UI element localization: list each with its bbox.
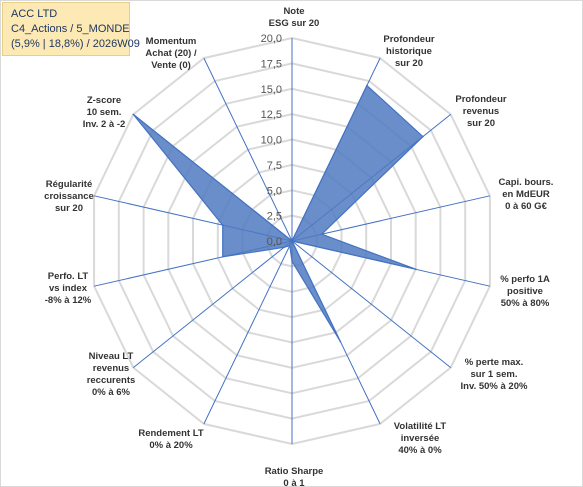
data-point-11: [221, 224, 224, 226]
axis-label-line: % perte max.: [465, 357, 524, 368]
axis-label-line: Rendement LT: [138, 428, 203, 439]
axis-label-line: Ratio Sharpe: [265, 466, 324, 477]
axis-label-line: Niveau LT: [89, 351, 134, 362]
axis-label-line: 0 à 60 G€: [505, 201, 547, 212]
data-point-3: [320, 233, 323, 235]
axis-label-line: sur 1 sem.: [471, 369, 518, 380]
axis-label-line: Capi. bours.: [499, 177, 554, 188]
tick-label-0: 0,0: [267, 236, 282, 248]
axis-label-line: Momentum: [146, 36, 197, 47]
tick-label-7: 17,5: [261, 58, 282, 70]
axis-label-line: 50% à 80%: [501, 298, 550, 309]
axis-spoke-3: [291, 195, 491, 242]
axis-label-line: 40% à 0%: [398, 445, 442, 456]
data-point-8: [289, 244, 291, 247]
data-point-12: [132, 113, 135, 116]
axis-label-line: inversée: [401, 433, 440, 444]
company-name: ACC LTD: [11, 8, 58, 20]
axis-label-line: 0% à 6%: [92, 387, 131, 398]
axis-label-line: Inv. 50% à 20%: [461, 381, 528, 392]
axis-spoke-5: [291, 240, 452, 368]
data-point-13: [291, 240, 293, 242]
axis-label-line: revenus: [463, 106, 499, 117]
axis-spoke-8: [203, 240, 293, 425]
data-point-9: [283, 246, 285, 249]
tick-label-3: 7,5: [267, 160, 282, 172]
axis-label-line: sur 20: [55, 203, 83, 214]
tick-label-1: 2,5: [267, 211, 282, 223]
data-point-7: [291, 260, 293, 263]
axis-label-line: Profondeur: [455, 94, 506, 105]
tick-label-5: 12,5: [261, 109, 282, 121]
data-point-4: [414, 268, 417, 271]
axis-label-line: % perfo 1A: [500, 274, 550, 285]
series-area: [132, 84, 424, 342]
axis-label-line: Achat (20) /: [145, 48, 197, 59]
axis-label-line: historique: [386, 46, 432, 57]
axis-label-line: vs index: [49, 283, 88, 294]
axis-label-line: sur 20: [467, 118, 495, 129]
tick-label-2: 5,0: [267, 185, 282, 197]
data-point-1: [366, 84, 368, 87]
radar-tick-labels: 0,0 2,5 5,0 7,5 10,0 12,5 15,0 17,5 20,0: [261, 33, 282, 248]
axis-spoke-13: [203, 57, 293, 242]
axis-label-line: revenus: [93, 363, 129, 374]
data-point-2: [422, 135, 424, 138]
axis-label-line: reccurents: [87, 375, 136, 386]
axis-label-line: -8% à 12%: [45, 295, 92, 306]
axis-label-line: Volatilité LT: [394, 421, 447, 432]
axis-spoke-9: [132, 240, 293, 368]
axis-label-8: Rendement LT0% à 20%: [138, 428, 203, 451]
info-box: ACC LTD C4_Actions / 5_MONDE (5,9% | 18,…: [2, 2, 140, 56]
axis-label-line: en MdEUR: [502, 189, 550, 200]
axis-label-line: positive: [507, 286, 543, 297]
axis-label-5: % perte max.sur 1 sem.Inv. 50% à 20%: [461, 357, 528, 392]
axis-label-line: 0% à 20%: [149, 440, 193, 451]
axis-label-line: Régularité: [46, 179, 92, 190]
universe-label: C4_Actions / 5_MONDE: [11, 23, 130, 35]
axis-label-line: Vente (0): [151, 60, 191, 71]
axis-label-line: croissance: [44, 191, 94, 202]
axis-label-line: Inv. 2 à -2: [83, 119, 126, 130]
axis-label-line: Profondeur: [383, 34, 434, 45]
radar-series: [132, 84, 424, 343]
axis-label-line: Note: [283, 6, 304, 17]
axis-label-line: 0 à 1: [283, 478, 305, 487]
tick-label-6: 15,0: [261, 84, 282, 96]
axis-label-line: Perfo. LT: [48, 271, 89, 282]
axis-label-line: Z-score: [87, 95, 121, 106]
data-point-10: [221, 255, 224, 258]
tick-label-8: 20,0: [261, 33, 282, 45]
data-point-6: [339, 340, 342, 343]
axis-label-line: ESG sur 20: [269, 18, 320, 29]
axis-label-line: 10 sem.: [87, 107, 122, 118]
performance-label: (5,9% | 18,8%) / 2026W09: [11, 38, 140, 50]
tick-label-4: 10,0: [261, 135, 282, 147]
axis-label-line: sur 20: [395, 58, 423, 69]
